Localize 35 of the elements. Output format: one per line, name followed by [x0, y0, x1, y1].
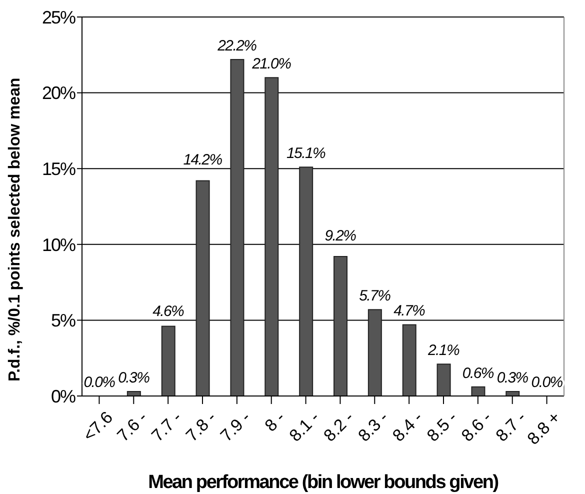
- y-tick-label: 10%: [42, 234, 76, 255]
- y-tick-label: 15%: [42, 158, 76, 179]
- data-label: 0.3%: [496, 369, 528, 386]
- data-label: 22.2%: [216, 37, 257, 54]
- x-tick-label: 8.8 +: [524, 408, 564, 448]
- data-label: 0.3%: [118, 369, 150, 386]
- data-label: 21.0%: [251, 56, 292, 73]
- bar: [299, 166, 314, 396]
- bar: [196, 180, 210, 396]
- y-tick-label: 5%: [50, 310, 76, 331]
- data-label: 0.0%: [531, 374, 563, 391]
- data-label: 14.2%: [183, 152, 222, 169]
- y-axis-title: P.d.f., %/0.1 points selected below mean: [6, 78, 24, 382]
- bar: [368, 309, 382, 396]
- bar: [471, 386, 486, 396]
- data-label: 15.1%: [286, 145, 326, 162]
- data-label: 9.2%: [324, 227, 356, 244]
- x-axis-title: Mean performance (bin lower bounds given): [148, 472, 499, 493]
- data-label: 0.6%: [462, 364, 494, 382]
- bar: [334, 256, 348, 396]
- data-label: 2.1%: [427, 342, 460, 360]
- y-tick-label: 25%: [42, 7, 76, 28]
- y-tick-label: 0%: [50, 386, 76, 406]
- data-label: 5.7%: [359, 288, 391, 305]
- bar: [161, 326, 176, 396]
- data-label: 4.6%: [152, 303, 184, 320]
- bar: [506, 390, 520, 396]
- bar: [126, 390, 141, 396]
- bar: [230, 58, 244, 396]
- bar: [264, 77, 279, 396]
- y-tick-label: 20%: [42, 83, 76, 104]
- data-label: 4.7%: [394, 302, 426, 320]
- bar: [402, 324, 416, 396]
- bar: [436, 364, 451, 396]
- data-label: 0.0%: [84, 374, 116, 391]
